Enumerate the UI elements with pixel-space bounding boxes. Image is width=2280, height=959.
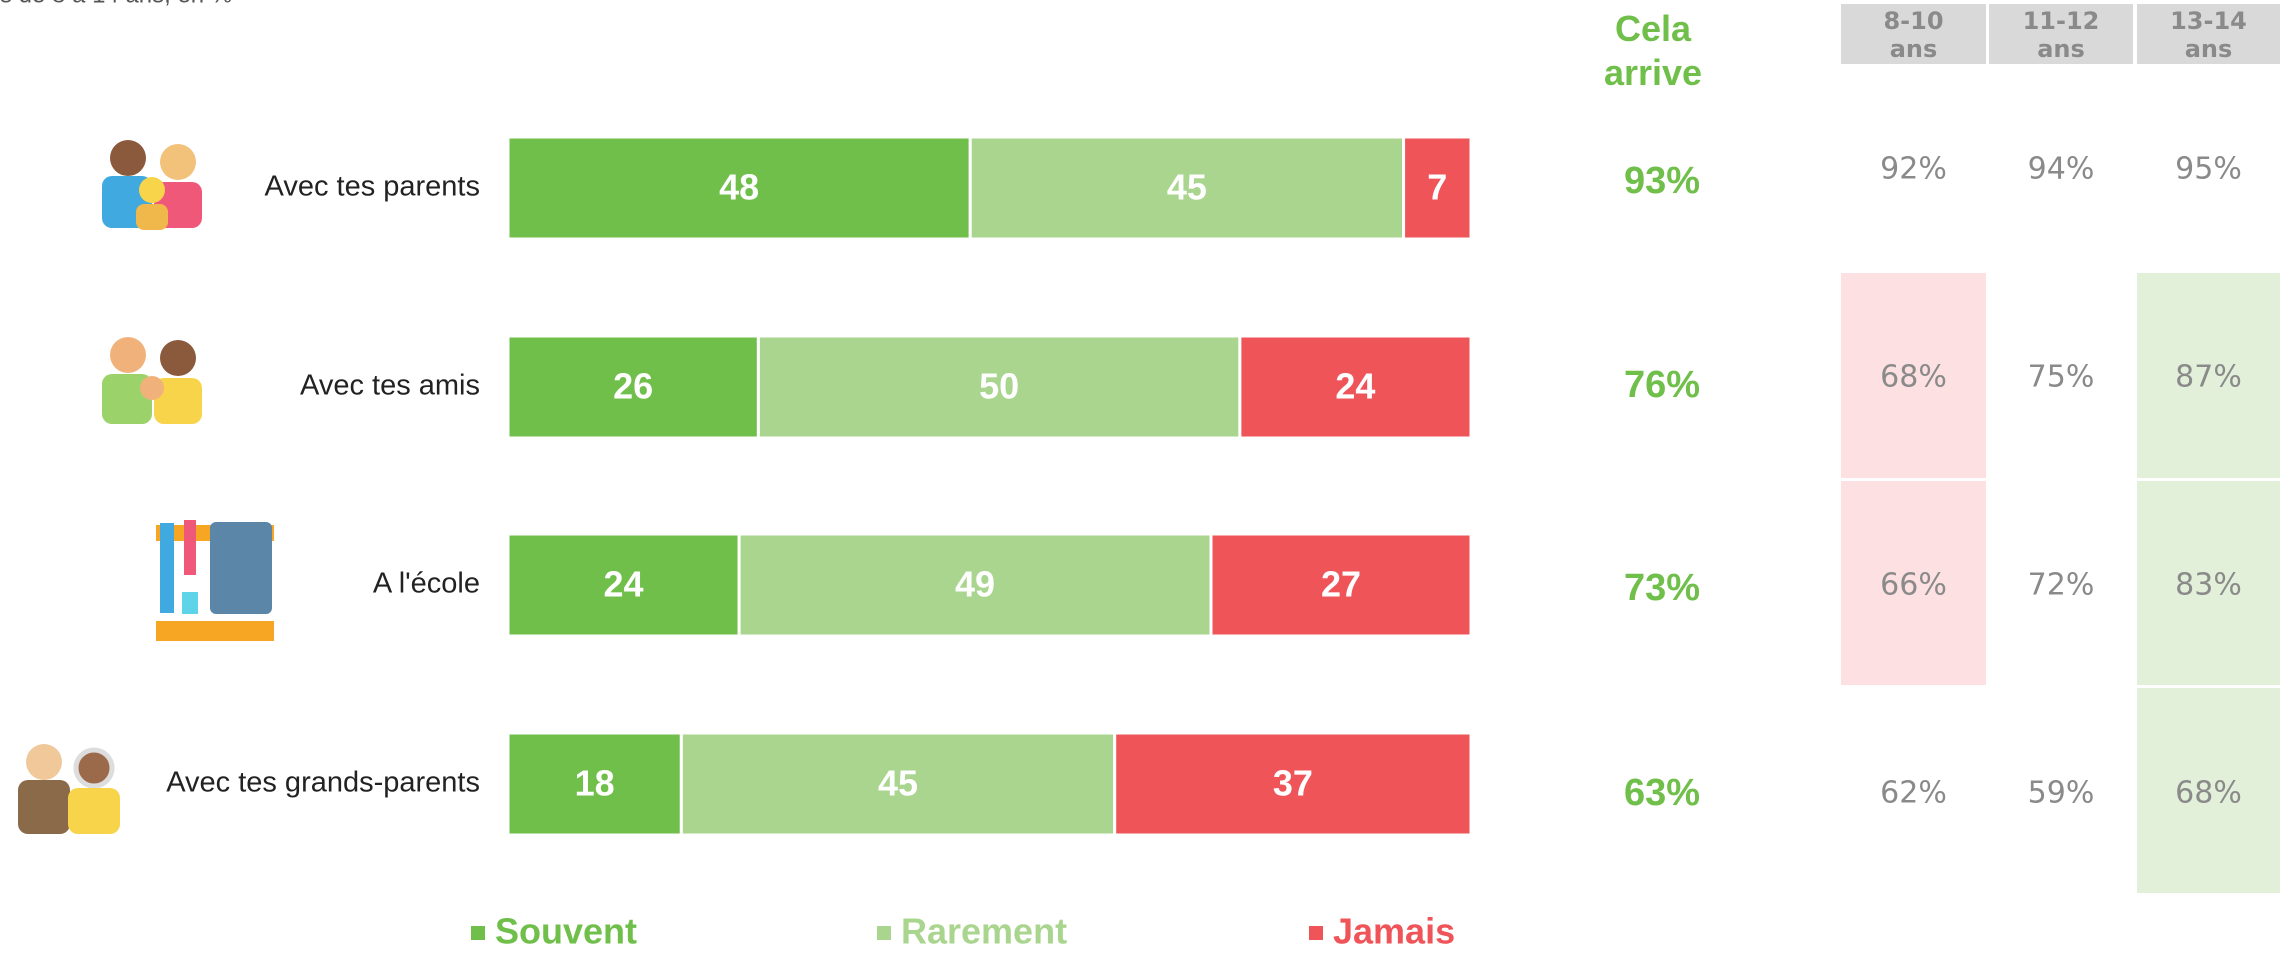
cell-value: 95% — [2175, 152, 2242, 187]
value-label: 7 — [1427, 167, 1447, 208]
category-label: A l'école — [373, 568, 480, 600]
value-label: 37 — [1273, 763, 1313, 804]
cell-value: 68% — [2175, 776, 2242, 811]
legend-swatch — [877, 926, 891, 940]
cell-value: 68% — [1880, 360, 1947, 395]
cell-value: 92% — [1880, 152, 1947, 187]
category-label: Avec tes amis — [300, 370, 480, 402]
icon-parents — [102, 140, 202, 230]
category-label: Avec tes grands-parents — [166, 767, 480, 799]
summary-value: 93% — [1624, 160, 1700, 202]
cell-value: 62% — [1880, 776, 1947, 811]
category-label: Avec tes parents — [265, 171, 480, 203]
icon-friends — [102, 337, 202, 424]
cell-value: 87% — [2175, 360, 2242, 395]
legend-label: Souvent — [495, 911, 637, 952]
legend-label: Jamais — [1333, 911, 1455, 952]
value-label: 24 — [1335, 366, 1375, 407]
legend-label: Rarement — [901, 911, 1067, 952]
value-label: 27 — [1321, 564, 1361, 605]
value-label: 45 — [878, 763, 918, 804]
value-label: 24 — [604, 564, 644, 605]
icons — [18, 140, 274, 834]
column-header: 8-10ans — [1883, 7, 1943, 63]
legend-swatch — [471, 926, 485, 940]
summary-value: 63% — [1624, 772, 1700, 814]
subtitle: s de 8 à 14 ans, en % — [0, 0, 232, 8]
summary-value: 76% — [1624, 364, 1700, 406]
icon-school — [156, 520, 274, 641]
icon-grandparents — [18, 744, 120, 834]
cell-value: 75% — [2028, 360, 2095, 395]
cell-value: 83% — [2175, 568, 2242, 603]
value-label: 26 — [613, 366, 653, 407]
summary-header: Celaarrive — [1604, 8, 1702, 93]
value-label: 49 — [955, 564, 995, 605]
summary-value: 73% — [1624, 567, 1700, 609]
value-label: 18 — [575, 763, 615, 804]
cell-value: 59% — [2028, 776, 2095, 811]
chart: s de 8 à 14 ans, en % Avec tes parents 48… — [0, 0, 2280, 959]
cell-value: 66% — [1880, 568, 1947, 603]
value-label: 50 — [979, 366, 1019, 407]
legend-swatch — [1309, 926, 1323, 940]
cell-value: 72% — [2028, 568, 2095, 603]
value-label: 45 — [1167, 167, 1207, 208]
cell-value: 94% — [2028, 152, 2095, 187]
value-label: 48 — [719, 167, 759, 208]
